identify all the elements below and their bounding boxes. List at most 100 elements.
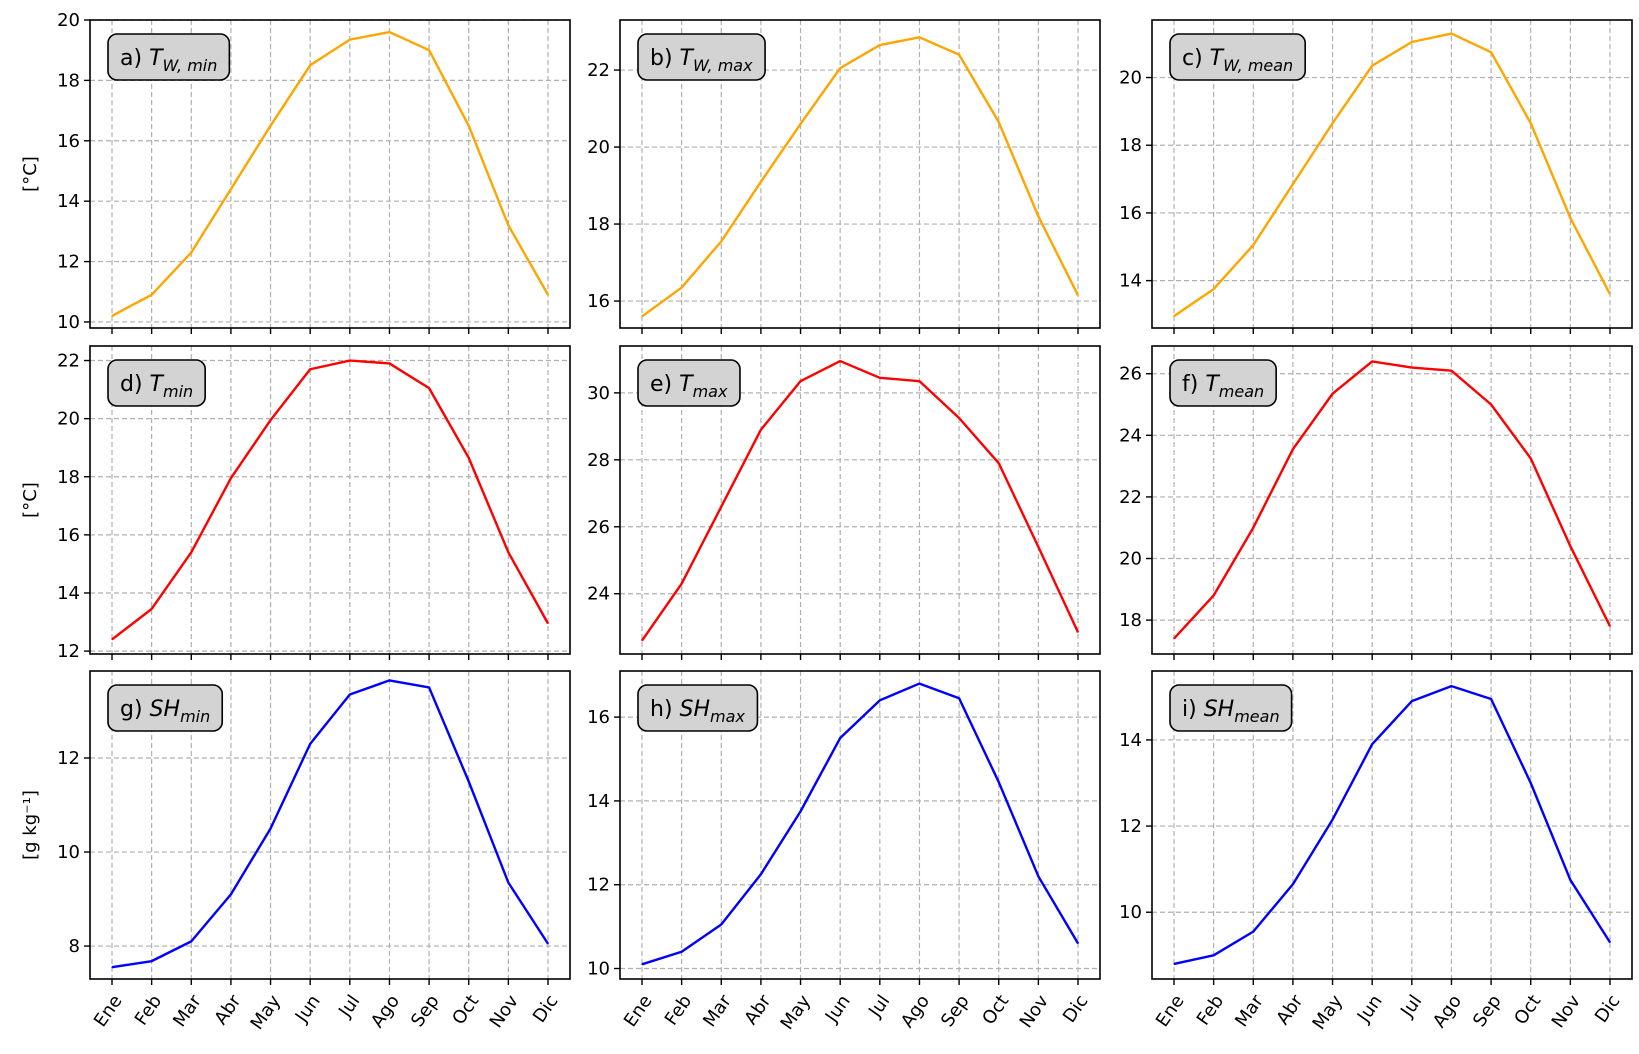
panel-label-symbol: SH <box>1204 697 1235 722</box>
data-point <box>309 64 311 66</box>
data-point <box>839 360 841 362</box>
y-tick-label: 10 <box>57 312 80 333</box>
data-point <box>190 251 192 254</box>
y-tick-label: 20 <box>1119 549 1142 570</box>
panel-label-text: b) TW, max <box>650 46 753 75</box>
panel-label-symbol: T <box>150 372 165 397</box>
data-point <box>1173 638 1175 640</box>
data-point <box>349 359 351 362</box>
data-point <box>720 923 722 926</box>
data-point <box>760 181 762 183</box>
panel-label-box <box>107 33 231 81</box>
data-point <box>388 31 391 33</box>
data-point <box>428 686 430 689</box>
data-point <box>1609 293 1611 295</box>
x-tick-label: Abr <box>210 991 245 1029</box>
data-point <box>1252 527 1254 529</box>
axes-frame <box>1151 670 1633 980</box>
data-point <box>1331 819 1334 821</box>
data-point <box>1530 457 1532 460</box>
panel-label-subscript: min <box>180 707 210 726</box>
data-point <box>468 457 470 459</box>
y-tick-label: 10 <box>1119 902 1142 923</box>
panel-label-subscript: W, min <box>163 56 218 75</box>
data-point <box>879 699 881 701</box>
data-point <box>918 682 921 685</box>
y-axis-label: [°C] <box>20 482 41 518</box>
panel-label-symbol: T <box>1205 372 1220 397</box>
data-point <box>190 551 192 553</box>
axes-frame <box>619 670 1101 980</box>
data-point <box>190 940 192 942</box>
panel-label-box <box>107 684 224 732</box>
panel-label: e) Tmax <box>637 359 741 407</box>
data-point <box>547 294 549 296</box>
y-tick-label: 14 <box>57 191 80 212</box>
data-point <box>958 54 960 56</box>
data-point <box>1490 403 1492 406</box>
series-line <box>641 359 1080 642</box>
x-tick-label: May <box>777 991 816 1034</box>
data-point <box>1077 294 1079 296</box>
panel-label-subscript: min <box>163 382 193 401</box>
data-point <box>309 743 311 745</box>
data-point <box>879 377 881 379</box>
series-line <box>1173 32 1612 318</box>
data-point <box>468 125 470 127</box>
data-point <box>349 39 351 41</box>
series-line <box>1173 360 1612 640</box>
data-point <box>760 873 762 875</box>
y-tick-label: 12 <box>57 641 80 662</box>
y-tick-label: 18 <box>57 467 80 488</box>
y-tick-label: 18 <box>587 214 610 235</box>
data-point <box>269 827 272 830</box>
data-point <box>269 419 272 421</box>
data-point <box>958 697 960 699</box>
y-tick-label: 22 <box>587 60 610 81</box>
axes-frame <box>89 670 571 980</box>
data-point <box>1252 931 1254 933</box>
data-point <box>681 951 683 953</box>
data-point <box>1609 625 1611 627</box>
data-point <box>230 893 232 895</box>
panel-label-prefix: e) <box>650 372 679 397</box>
data-point <box>111 638 113 641</box>
x-tick-label: Feb <box>661 991 696 1029</box>
x-tick-label: Dic <box>1059 991 1093 1027</box>
data-point <box>1371 743 1373 745</box>
data-point <box>1411 366 1413 369</box>
y-axis-label: [g kg⁻¹] <box>20 790 41 860</box>
panel-label-prefix: i) <box>1182 697 1204 722</box>
panel-label: b) TW, max <box>637 33 766 81</box>
data-point <box>1213 288 1215 290</box>
x-tick-label: Jun <box>291 991 325 1027</box>
data-point <box>547 622 549 625</box>
panel-label-prefix: c) <box>1182 46 1210 71</box>
panel-label-box <box>1169 684 1293 732</box>
data-point <box>1609 941 1611 943</box>
data-point <box>641 963 643 965</box>
panel-label-prefix: b) <box>650 46 680 71</box>
x-tick-label: Ene <box>1152 991 1189 1031</box>
y-tick-label: 16 <box>1119 203 1142 224</box>
data-point <box>1331 393 1334 395</box>
data-point <box>1490 51 1492 53</box>
y-tick-label: 18 <box>57 70 80 91</box>
panel-f: 18 20 22 24 26 f) Tmean <box>1119 345 1633 660</box>
panel-label: g) SHmin <box>107 684 224 732</box>
data-point <box>839 737 841 739</box>
x-tick-label: May <box>247 991 286 1034</box>
y-tick-label: 22 <box>57 351 80 372</box>
panel-b: 16 18 20 22 b) TW, max <box>587 19 1101 334</box>
y-tick-label: 12 <box>57 252 80 273</box>
panel-label-box <box>637 684 759 732</box>
panel-label-subscript: mean <box>1234 707 1279 726</box>
panel-label: h) SHmax <box>637 684 759 732</box>
panel-label-subscript: W, max <box>693 56 753 75</box>
data-point <box>468 780 470 783</box>
panel-label: a) TW, min <box>107 33 231 81</box>
panel-label-prefix: a) <box>120 46 149 71</box>
y-axis-label: [°C] <box>20 156 41 192</box>
panel-c: 14 16 18 20 c) TW, mean <box>1119 19 1633 334</box>
